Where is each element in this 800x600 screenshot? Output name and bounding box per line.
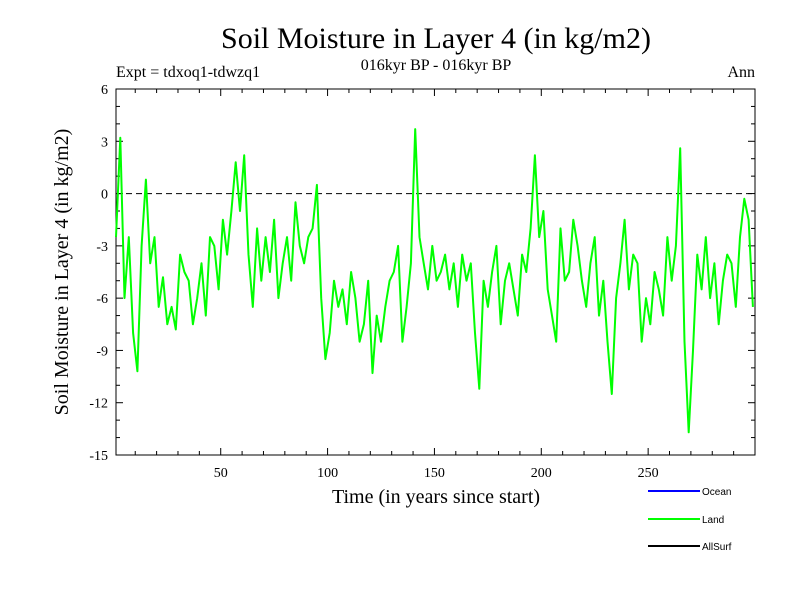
x-tick-label: 200	[531, 466, 552, 481]
legend-label-land: Land	[702, 515, 724, 526]
plot-area: 6 3 0 -3 -6 -9 -12 -15 50 100 150 200 250	[89, 83, 756, 481]
experiment-label: Expt = tdxoq1-tdwzq1	[116, 64, 260, 81]
x-tick-label: 150	[424, 466, 445, 481]
y-tick-label: 3	[101, 135, 108, 150]
series-line-land	[115, 128, 754, 434]
y-tick-label: -15	[89, 449, 108, 464]
y-tick-label: -9	[96, 344, 108, 359]
x-axis-label: Time (in years since start)	[332, 486, 540, 508]
y-tick-label: -6	[96, 292, 108, 307]
x-tick-label: 250	[638, 466, 659, 481]
y-tick-label: -12	[89, 397, 108, 412]
chart-subtitle: 016kyr BP - 016kyr BP	[361, 57, 512, 74]
plot-frame	[115, 88, 756, 456]
legend-label-ocean: Ocean	[702, 487, 731, 498]
y-axis-label: Soil Moisture in Layer 4 (in kg/m2)	[51, 129, 73, 416]
x-tick-label: 100	[317, 466, 338, 481]
legend: Ocean Land AllSurf	[648, 487, 732, 553]
y-tick-label: 0	[101, 188, 108, 203]
y-tick-label: -3	[96, 240, 108, 255]
season-label: Ann	[727, 64, 755, 81]
chart-title: Soil Moisture in Layer 4 (in kg/m2)	[221, 22, 651, 55]
y-tick-label: 6	[101, 83, 108, 98]
x-tick-label: 50	[214, 466, 228, 481]
legend-label-allsurf: AllSurf	[702, 542, 732, 553]
